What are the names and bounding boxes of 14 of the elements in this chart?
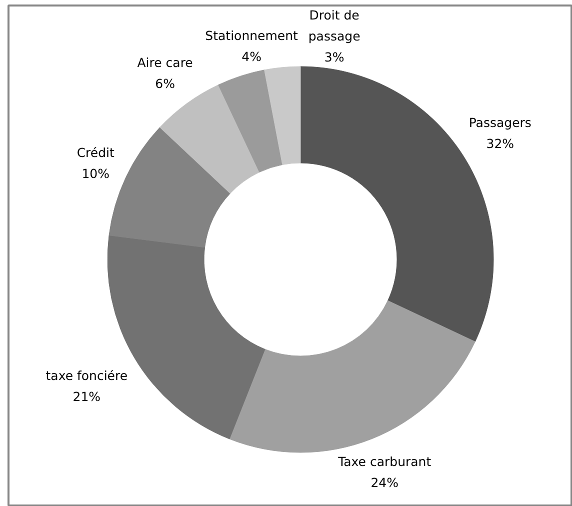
slice-label: Aire care	[137, 55, 194, 70]
data-label: 21%	[72, 388, 101, 404]
slice-label: Droit de passage	[308, 8, 361, 44]
data-label: 24%	[370, 474, 399, 490]
slice-label: Taxe carburant	[337, 454, 432, 469]
data-label: 10%	[82, 166, 110, 182]
data-label: 3%	[324, 50, 344, 65]
slice-label: Stationnement	[205, 28, 298, 44]
data-label: 4%	[242, 49, 262, 64]
slice-label: Crédit	[76, 145, 115, 160]
data-label: 6%	[155, 76, 176, 92]
slice-label: taxe fonciére	[46, 368, 128, 383]
slice-label: Passagers	[468, 114, 532, 130]
data-label: 32%	[486, 136, 514, 151]
